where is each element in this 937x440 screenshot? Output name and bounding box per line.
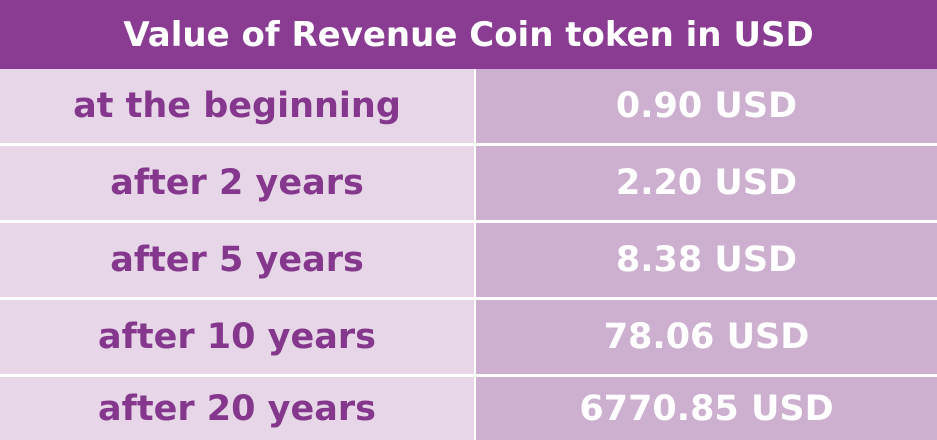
- table-title: Value of Revenue Coin token in USD: [0, 0, 937, 69]
- row-label: after 10 years: [0, 300, 474, 374]
- row-divider: [0, 374, 937, 377]
- table-row: after 10 years 78.06 USD: [0, 300, 937, 374]
- row-value: 2.20 USD: [474, 146, 937, 220]
- row-divider: [0, 143, 937, 146]
- table-row: after 2 years 2.20 USD: [0, 146, 937, 220]
- row-label: after 5 years: [0, 223, 474, 297]
- row-value: 0.90 USD: [474, 69, 937, 143]
- table-row: at the beginning 0.90 USD: [0, 69, 937, 143]
- row-value: 78.06 USD: [474, 300, 937, 374]
- table-row: after 5 years 8.38 USD: [0, 223, 937, 297]
- row-label: at the beginning: [0, 69, 474, 143]
- row-value: 8.38 USD: [474, 223, 937, 297]
- row-divider: [0, 220, 937, 223]
- row-label: after 20 years: [0, 377, 474, 440]
- row-divider: [0, 297, 937, 300]
- row-label: after 2 years: [0, 146, 474, 220]
- table-row: after 20 years 6770.85 USD: [0, 377, 937, 440]
- row-value: 6770.85 USD: [474, 377, 937, 440]
